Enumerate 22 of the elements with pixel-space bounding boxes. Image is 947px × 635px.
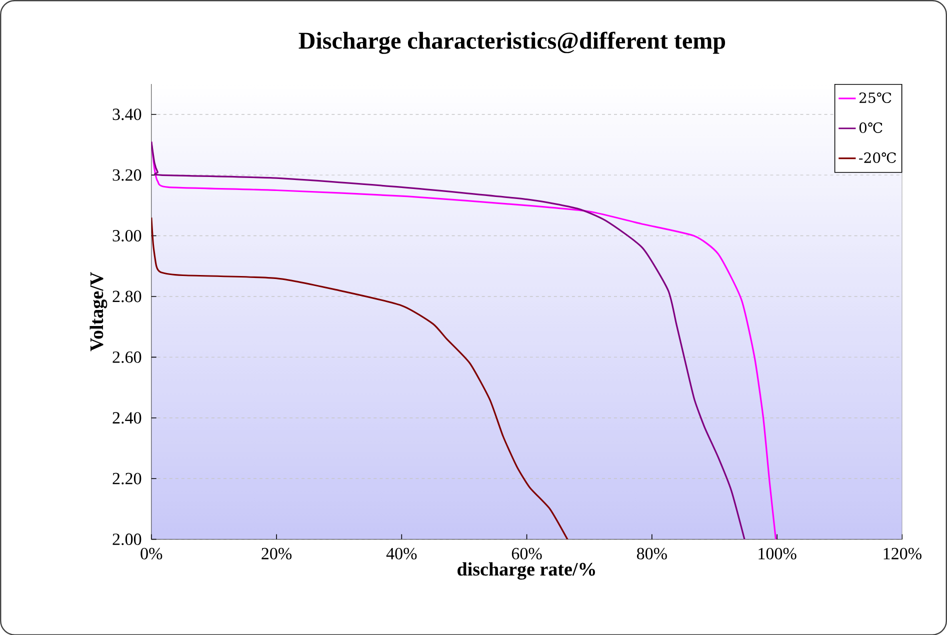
y-tick-label: 3.00 xyxy=(112,230,142,242)
x-axis-title: discharge rate/% xyxy=(458,562,595,580)
x-tick-label: 0% xyxy=(140,548,162,560)
legend-label: 0℃ xyxy=(859,122,882,133)
y-tick-label: 3.20 xyxy=(112,169,142,181)
y-tick-label: 2.00 xyxy=(112,533,142,545)
x-tick-label: 20% xyxy=(262,548,292,560)
legend-label: -20℃ xyxy=(859,152,896,163)
x-tick-label: 120% xyxy=(884,548,922,560)
legend-label: 25℃ xyxy=(859,92,892,103)
x-tick-label: 80% xyxy=(636,548,667,560)
y-tick-label: 2.80 xyxy=(112,290,142,302)
x-tick-label: 100% xyxy=(758,548,796,560)
line-series xyxy=(151,216,568,540)
chart-title: Discharge characteristics@different temp xyxy=(298,31,726,54)
y-axis-title: Voltage/V xyxy=(90,272,108,352)
y-tick-label: 2.20 xyxy=(112,472,142,484)
y-tick-label: 2.40 xyxy=(112,412,142,424)
y-tick-label: 2.60 xyxy=(112,351,142,363)
y-tick-label: 3.40 xyxy=(112,108,142,120)
x-tick-label: 60% xyxy=(512,548,542,560)
x-tick-label: 40% xyxy=(386,548,417,560)
